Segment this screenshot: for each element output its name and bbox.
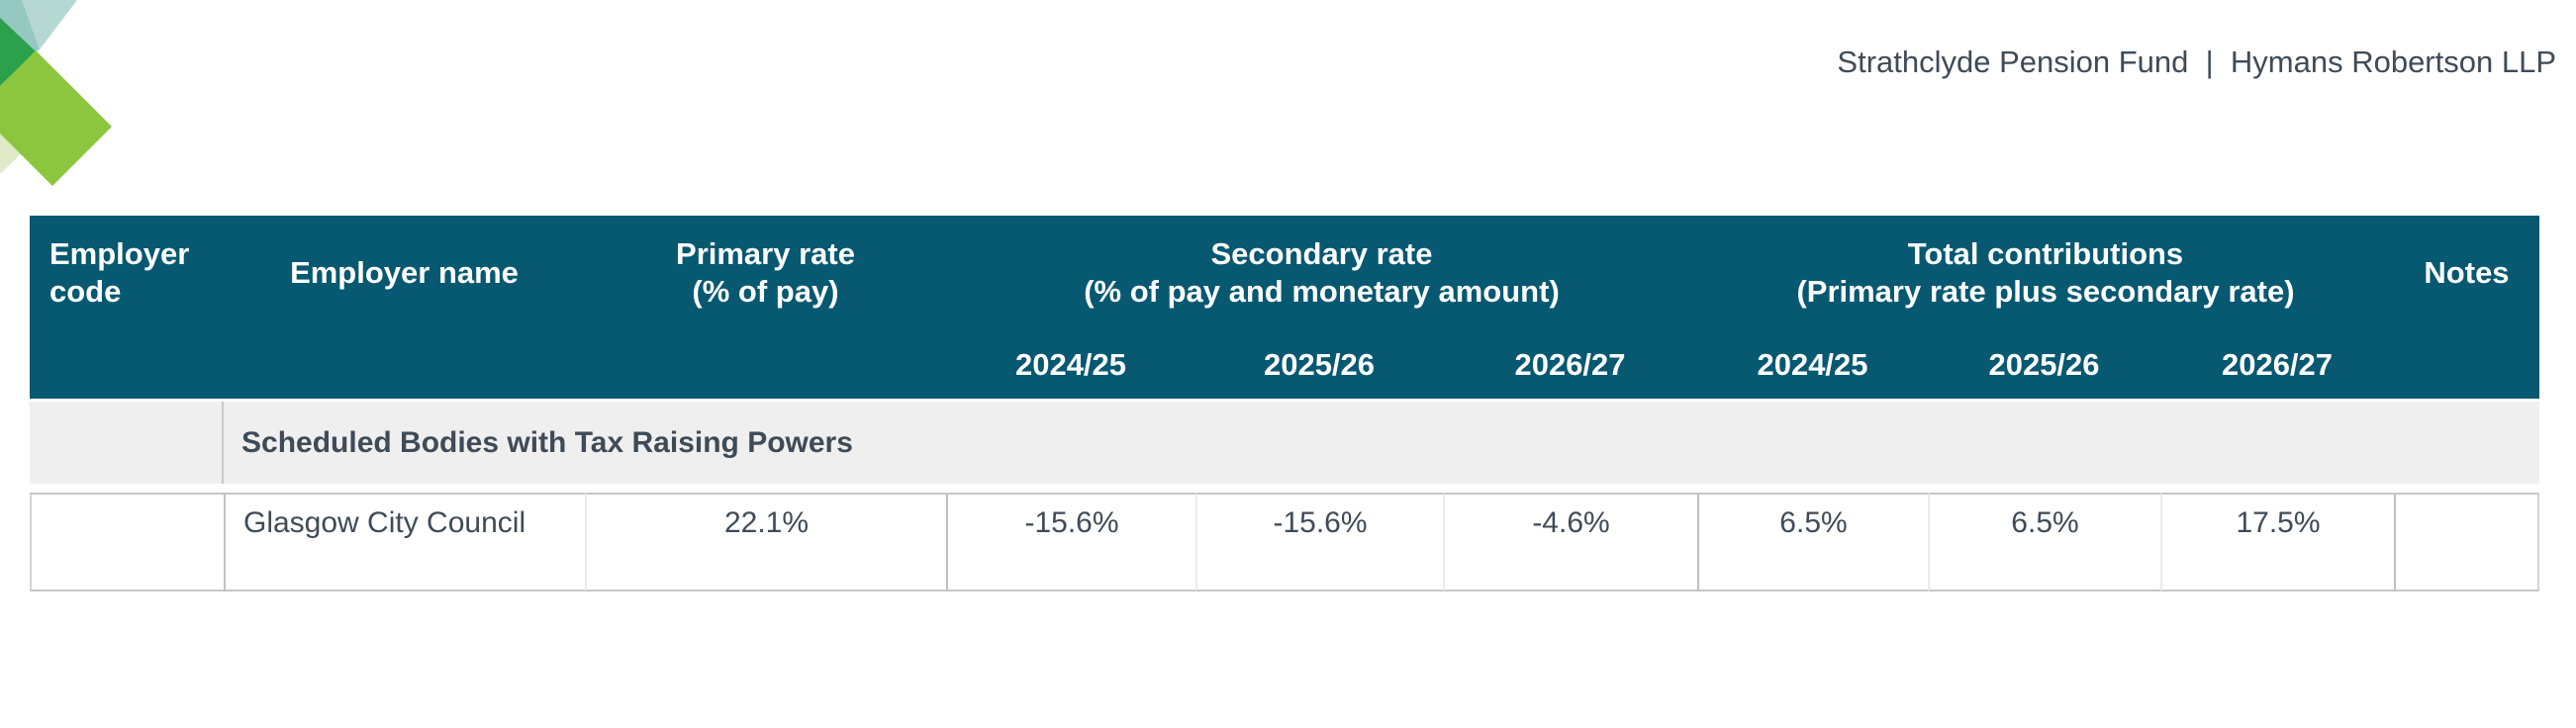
cell-total-2025-26: 6.5% [1928, 493, 2160, 592]
col-header-primary-rate: Primary rate (% of pay) [676, 236, 855, 309]
contributions-table: Employer code Employer name Primary rate… [30, 216, 2539, 592]
cell-secondary-2026-27: -4.6% [1443, 493, 1697, 592]
col-header-notes: Notes [2424, 255, 2510, 290]
cell-secondary-2024-25: -15.6% [946, 493, 1195, 592]
cell-notes [2394, 493, 2539, 592]
subheader-total-year-2025-26: 2025/26 [1988, 346, 2100, 382]
cell-employer-code [30, 493, 224, 592]
document-header-title: Strathclyde Pension Fund | Hymans Robert… [1837, 45, 2556, 79]
cell-total-2026-27: 17.5% [2160, 493, 2394, 592]
hymans-robertson-logo [0, 0, 112, 186]
cell-secondary-2025-26: -15.6% [1195, 493, 1443, 592]
subheader-secondary-year-2025-26: 2025/26 [1263, 346, 1376, 382]
cell-employer-name: Glasgow City Council [224, 493, 585, 592]
logo-diamond-teal-light [22, 0, 77, 49]
cell-primary-rate: 22.1% [585, 493, 946, 592]
section-row-background [30, 402, 2539, 484]
logo-diamond-green-light [0, 50, 112, 186]
col-header-total-contributions: Total contributions (Primary rate plus s… [1796, 236, 2295, 309]
table-header-background [30, 216, 2539, 399]
cell-total-2024-25: 6.5% [1697, 493, 1928, 592]
col-header-employer-code: Employer code [49, 236, 190, 309]
subheader-secondary-year-2026-27: 2026/27 [1514, 346, 1626, 382]
subheader-secondary-year-2024-25: 2024/25 [1014, 346, 1127, 382]
section-row-code-cell [30, 402, 224, 484]
col-header-secondary-rate: Secondary rate (% of pay and monetary am… [1084, 236, 1560, 309]
subheader-total-year-2024-25: 2024/25 [1757, 346, 1868, 382]
subheader-total-year-2026-27: 2026/27 [2221, 346, 2334, 382]
section-row-label: Scheduled Bodies with Tax Raising Powers [241, 425, 853, 459]
col-header-employer-name: Employer name [290, 255, 519, 290]
logo-diamond-green-dark [0, 18, 36, 86]
